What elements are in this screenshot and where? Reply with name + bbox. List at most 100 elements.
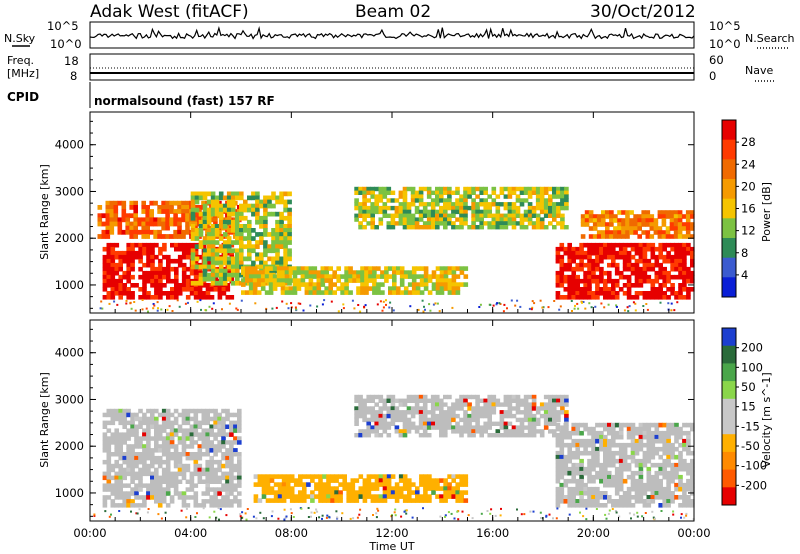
cell — [193, 424, 199, 429]
cell — [110, 499, 116, 504]
cell — [475, 402, 480, 407]
speckle — [461, 510, 464, 513]
cell — [483, 421, 488, 426]
cell — [471, 417, 476, 423]
cell — [181, 270, 187, 276]
cell — [634, 446, 640, 452]
cell — [255, 215, 260, 221]
cell — [157, 479, 163, 484]
cell — [154, 424, 159, 429]
cell — [110, 270, 116, 276]
cell — [431, 490, 436, 495]
cell — [230, 264, 236, 270]
cell — [394, 406, 400, 411]
cell — [418, 417, 424, 423]
cell — [399, 282, 405, 287]
cell — [519, 217, 525, 222]
cell — [166, 258, 171, 264]
cell — [222, 244, 228, 249]
cell — [378, 433, 384, 438]
cell — [213, 452, 218, 457]
cell — [210, 232, 216, 237]
cell — [658, 266, 663, 272]
cell — [685, 222, 691, 227]
cell — [344, 270, 349, 275]
speckle — [636, 515, 639, 518]
speckle — [218, 518, 220, 521]
cell — [235, 260, 240, 266]
cell — [320, 282, 326, 287]
cell — [548, 198, 553, 203]
speckle — [277, 517, 280, 520]
cell — [312, 286, 318, 291]
speckle — [300, 507, 303, 510]
cell — [451, 266, 457, 271]
cell — [193, 420, 199, 426]
freq-label: Freq. — [7, 54, 34, 67]
power-colorbar-label: Power [dB] — [760, 182, 773, 242]
cell — [218, 248, 224, 254]
cell — [592, 214, 598, 219]
cell — [447, 198, 452, 203]
cell — [607, 250, 612, 256]
cell — [447, 221, 452, 226]
cell — [560, 198, 565, 203]
cell — [634, 486, 640, 492]
cell — [575, 283, 580, 288]
cell — [117, 200, 123, 206]
cell — [126, 428, 131, 433]
cell — [431, 286, 437, 291]
cell — [673, 226, 679, 231]
cell — [134, 432, 139, 437]
cell — [146, 274, 151, 280]
cell — [122, 291, 127, 296]
cell — [479, 209, 484, 215]
cell — [463, 425, 468, 430]
cell — [157, 428, 163, 433]
cell — [595, 454, 600, 460]
speckle — [152, 303, 155, 305]
speckle — [99, 307, 102, 310]
cell — [638, 270, 644, 276]
cell — [559, 258, 565, 264]
cell — [677, 230, 683, 235]
cell — [455, 217, 460, 222]
cell — [257, 478, 263, 483]
cell — [263, 244, 268, 249]
colorbar-tick-label: 15 — [741, 400, 756, 414]
cell — [650, 499, 656, 504]
speckle — [178, 305, 181, 308]
cell — [613, 230, 618, 235]
cell — [459, 498, 464, 503]
cell — [364, 278, 369, 283]
cell — [102, 412, 108, 418]
cell — [173, 448, 179, 453]
cell — [277, 494, 283, 499]
cell — [138, 258, 143, 264]
cell — [114, 459, 119, 465]
cell — [284, 286, 290, 291]
cell — [350, 482, 356, 487]
cell — [210, 272, 216, 278]
cell — [150, 452, 155, 457]
cell — [279, 260, 284, 266]
cell — [197, 436, 203, 441]
cell — [414, 198, 420, 203]
cell — [189, 432, 195, 437]
cell — [350, 486, 356, 491]
speckle — [421, 299, 424, 302]
cell — [423, 482, 428, 487]
cell — [618, 450, 624, 456]
region-1 — [253, 474, 469, 503]
cell — [109, 205, 115, 210]
cell — [126, 258, 131, 264]
cell — [515, 425, 521, 430]
cell — [214, 240, 220, 245]
cell — [463, 421, 468, 426]
cell — [229, 412, 234, 418]
cell — [126, 452, 131, 457]
speckle — [196, 512, 198, 515]
speckle — [297, 302, 300, 305]
cell — [447, 413, 452, 419]
cell — [237, 503, 242, 508]
